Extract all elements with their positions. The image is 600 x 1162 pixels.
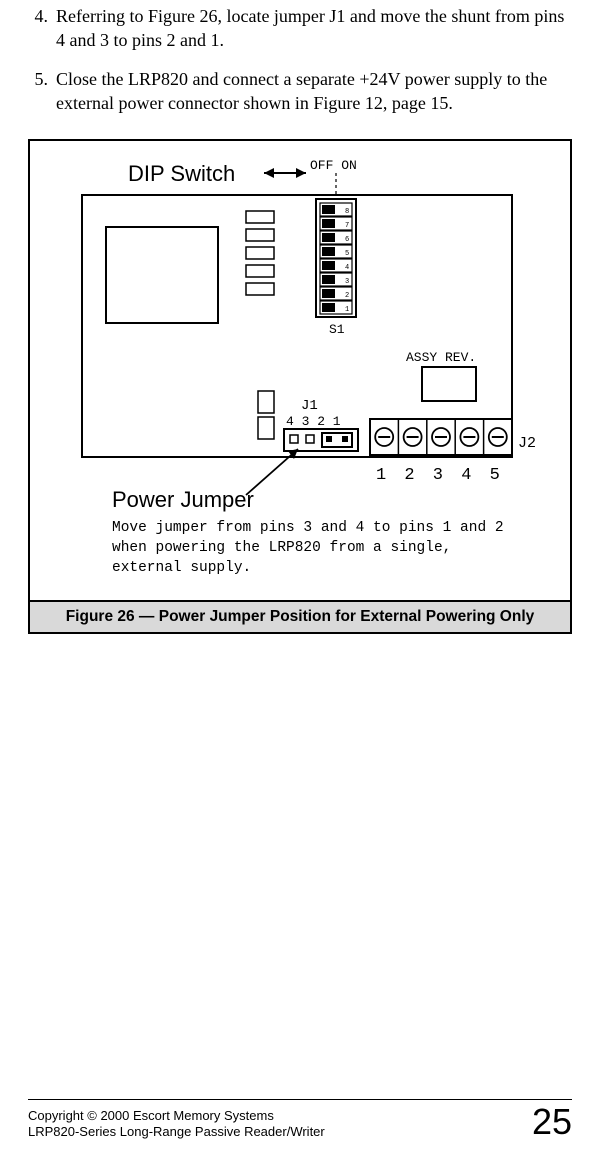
dip-switch-block: 8 7 6 5 4 3 2 1 — [316, 199, 356, 317]
power-jumper-label: Power Jumper — [112, 487, 254, 512]
assy-rev-box — [422, 367, 476, 401]
copyright-line: Copyright © 2000 Escort Memory Systems — [28, 1108, 325, 1124]
page: 4. Referring to Figure 26, locate jumper… — [0, 0, 600, 1162]
j2-terminal-block — [370, 419, 512, 455]
svg-text:8: 8 — [345, 208, 349, 216]
page-number: 25 — [532, 1104, 572, 1140]
list-number: 4. — [28, 4, 56, 53]
footer-left: Copyright © 2000 Escort Memory Systems L… — [28, 1108, 325, 1141]
figure-caption: Figure 26 — Power Jumper Position for Ex… — [30, 600, 570, 632]
product-line: LRP820-Series Long-Range Passive Reader/… — [28, 1124, 325, 1140]
list-item-5: 5. Close the LRP820 and connect a separa… — [28, 67, 572, 116]
svg-text:3: 3 — [345, 278, 349, 286]
small-comp-1 — [258, 391, 274, 413]
page-footer: Copyright © 2000 Escort Memory Systems L… — [28, 1099, 572, 1140]
resistor-group — [246, 211, 274, 295]
list-number: 5. — [28, 67, 56, 116]
pcb-diagram-svg: DIP Switch OFF ON — [46, 155, 551, 585]
dip-switch-label: DIP Switch — [128, 161, 235, 186]
figure-26: DIP Switch OFF ON — [28, 139, 572, 634]
small-comp-2 — [258, 417, 274, 439]
j2-nums: 1 2 3 4 5 — [376, 466, 504, 485]
chip-block — [106, 227, 218, 323]
assy-rev-label: ASSY REV. — [406, 350, 476, 365]
svg-text:2: 2 — [345, 292, 349, 300]
j1-pins-label: 4 3 2 1 — [286, 414, 341, 429]
body-text-block: 4. Referring to Figure 26, locate jumper… — [28, 0, 572, 115]
j1-label: J1 — [301, 398, 318, 414]
note-line-2: when powering the LRP820 from a single, — [112, 540, 451, 556]
off-on-label: OFF ON — [310, 158, 357, 173]
note-line-1: Move jumper from pins 3 and 4 to pins 1 … — [112, 520, 504, 536]
svg-text:4: 4 — [345, 264, 349, 272]
svg-text:6: 6 — [345, 236, 349, 244]
list-body: Close the LRP820 and connect a separate … — [56, 67, 572, 116]
figure-diagram: DIP Switch OFF ON — [30, 141, 570, 600]
list-item-4: 4. Referring to Figure 26, locate jumper… — [28, 4, 572, 53]
list-body: Referring to Figure 26, locate jumper J1… — [56, 4, 572, 53]
j2-label: J2 — [518, 435, 536, 452]
svg-text:1: 1 — [345, 306, 349, 314]
footer-rule — [28, 1099, 572, 1100]
svg-text:7: 7 — [345, 222, 349, 230]
svg-text:5: 5 — [345, 250, 349, 258]
s1-label: S1 — [329, 322, 345, 337]
note-line-3: external supply. — [112, 560, 251, 576]
